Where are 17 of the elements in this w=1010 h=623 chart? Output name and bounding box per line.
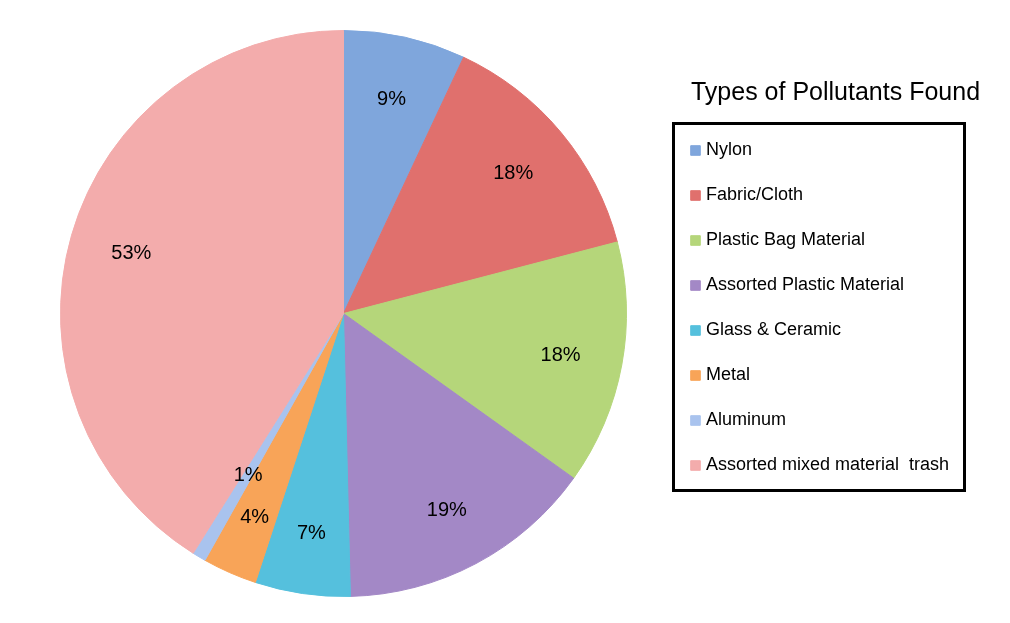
data-label: 7% — [296, 520, 327, 543]
legend-label: Aluminum — [706, 409, 787, 430]
legend-label: Fabric/Cloth — [706, 184, 804, 205]
data-label: 18% — [540, 342, 581, 365]
text: Types of Pollutants Found — [690, 76, 981, 105]
legend-label: Plastic Bag Material — [706, 229, 866, 250]
legend-label: Assorted mixed material trash — [706, 454, 950, 475]
data-label: 19% — [426, 497, 468, 520]
legend-label: Glass & Ceramic — [706, 319, 842, 340]
legend-label: Assorted Plastic Material — [706, 274, 905, 295]
legend-label: Metal — [706, 364, 751, 385]
data-label: 1% — [233, 463, 263, 486]
data-label: 18% — [493, 161, 534, 184]
data-label: 9% — [377, 87, 407, 110]
legend-label: Nylon — [706, 139, 753, 160]
data-label: 53% — [111, 241, 152, 264]
data-label: 4% — [240, 504, 270, 527]
